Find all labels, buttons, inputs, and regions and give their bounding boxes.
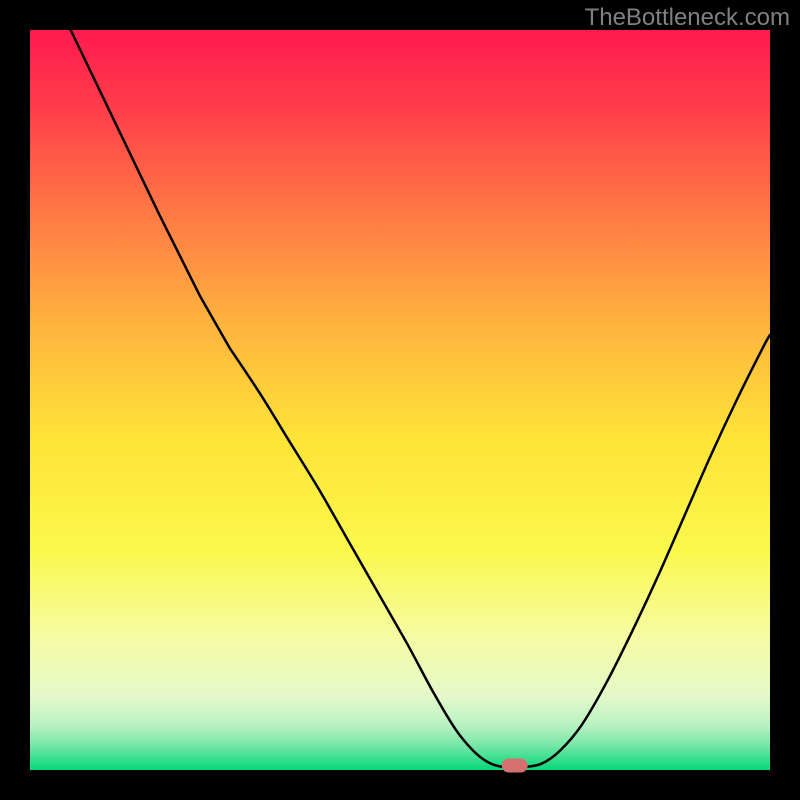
chart-container: TheBottleneck.com — [0, 0, 800, 800]
optimal-marker — [502, 759, 528, 773]
chart-plot-area — [30, 30, 770, 770]
bottleneck-chart — [0, 0, 800, 800]
watermark-text: TheBottleneck.com — [585, 4, 790, 32]
